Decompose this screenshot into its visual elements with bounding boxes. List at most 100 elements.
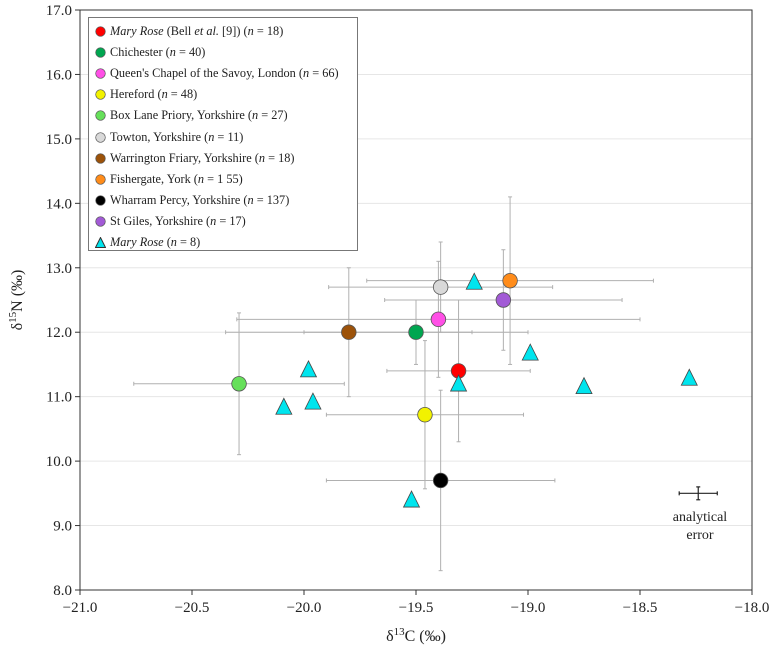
legend-circle-icon bbox=[95, 174, 106, 185]
legend-label-part: n bbox=[208, 129, 215, 144]
legend-label: Hereford (n = 48) bbox=[110, 87, 197, 102]
y-tick-label: 9.0 bbox=[53, 519, 72, 535]
y-tick-label: 15.0 bbox=[46, 132, 72, 148]
legend-label-part: Warrington Friary, Yorkshire ( bbox=[110, 150, 259, 165]
triangle-point bbox=[304, 392, 322, 410]
triangle-point bbox=[575, 376, 593, 395]
legend-circle-icon bbox=[95, 195, 106, 206]
legend-item: Queen's Chapel of the Savoy, London (n =… bbox=[95, 63, 357, 84]
legend-label: Mary Rose (Bell et al. [9]) (n = 18) bbox=[110, 24, 283, 39]
legend-label-part: Wharram Percy, Yorkshire ( bbox=[110, 192, 248, 207]
legend-label-part: = 27) bbox=[258, 108, 288, 123]
legend-item: Wharram Percy, Yorkshire (n = 137) bbox=[95, 190, 357, 211]
analytical-error-label: analytical error bbox=[660, 509, 740, 545]
legend-label-part: Queen's Chapel of the Savoy, London ( bbox=[110, 66, 304, 81]
legend-label-part: Mary Rose bbox=[110, 234, 164, 249]
legend-label-part: Chichester ( bbox=[110, 45, 170, 60]
legend-label-part: n bbox=[247, 192, 254, 207]
triangle-point bbox=[299, 359, 318, 378]
legend-label-part: n bbox=[258, 150, 265, 165]
legend-label-part: n bbox=[303, 66, 310, 81]
legend-item: Chichester (n = 40) bbox=[95, 42, 357, 63]
y-tick-label: 10.0 bbox=[46, 454, 72, 470]
legend-item: Fishergate, York (n = 1 55) bbox=[95, 169, 357, 190]
legend-label: Mary Rose (n = 8) bbox=[110, 235, 200, 250]
legend-label-part: (Bell bbox=[163, 24, 195, 39]
legend-label: Wharram Percy, Yorkshire (n = 137) bbox=[110, 193, 289, 208]
legend-label-part: et al. bbox=[194, 24, 219, 39]
tick-labels: 8.0 9.0 10.0 11.0 12.0 13.0 14.0 15.0 16.0 17.0 −2… bbox=[46, 3, 770, 616]
circle-point bbox=[408, 324, 424, 340]
x-tick-label: −19.5 bbox=[399, 600, 434, 616]
legend-label-part: = 1 55) bbox=[204, 171, 243, 186]
legend-label-part: Box Lane Priory, Yorkshire ( bbox=[110, 108, 252, 123]
data-points bbox=[231, 272, 698, 508]
analytical-error-line1: analytical bbox=[672, 510, 728, 525]
triangle-point bbox=[275, 397, 293, 415]
legend-label: Box Lane Priory, Yorkshire (n = 27) bbox=[110, 108, 288, 123]
legend-label-part: ( bbox=[163, 234, 171, 249]
y-tick-label: 14.0 bbox=[46, 196, 72, 212]
x-tick-label: −20.0 bbox=[287, 600, 322, 616]
legend-label-part: Towton, Yorkshire ( bbox=[110, 129, 209, 144]
circle-point bbox=[432, 472, 449, 489]
circle-point bbox=[495, 292, 512, 308]
x-tick-label: −19.0 bbox=[511, 600, 546, 616]
circle-point bbox=[432, 279, 449, 295]
legend-item: Hereford (n = 48) bbox=[95, 84, 357, 105]
triangle-point bbox=[449, 374, 468, 392]
legend-label-part: Mary Rose bbox=[110, 24, 164, 39]
legend-label-part: n bbox=[210, 213, 217, 228]
circle-point bbox=[341, 324, 357, 340]
analytical-error-bar bbox=[678, 486, 718, 501]
y-tick-label: 12.0 bbox=[46, 325, 72, 341]
legend-label-part: n bbox=[169, 45, 176, 60]
legend-label-part: n bbox=[247, 24, 254, 39]
legend-circle-icon bbox=[95, 131, 106, 143]
legend-circle-icon bbox=[95, 110, 106, 122]
y-tick-label: 13.0 bbox=[46, 261, 72, 277]
legend-label-part: = 48) bbox=[167, 87, 198, 102]
legend-item: St Giles, Yorkshire (n = 17) bbox=[95, 211, 357, 232]
y-tick-label: 16.0 bbox=[46, 67, 72, 83]
legend-label: Chichester (n = 40) bbox=[110, 45, 205, 60]
legend-label: Towton, Yorkshire (n = 11) bbox=[110, 130, 243, 145]
triangle-point bbox=[402, 490, 421, 508]
legend-circle-icon bbox=[95, 26, 106, 37]
y-tick-label: 11.0 bbox=[46, 390, 72, 406]
legend-item: Mary Rose (Bell et al. [9]) (n = 18) bbox=[95, 21, 357, 42]
legend-label-part: n bbox=[161, 87, 168, 102]
x-tick-label: −21.0 bbox=[63, 600, 98, 616]
legend-label-part: = 11) bbox=[214, 129, 244, 144]
legend-item: Box Lane Priory, Yorkshire (n = 27) bbox=[95, 105, 357, 126]
legend-item: Towton, Yorkshire (n = 11) bbox=[95, 126, 357, 147]
legend-label: Queen's Chapel of the Savoy, London (n =… bbox=[110, 66, 339, 81]
circle-point bbox=[430, 311, 447, 328]
legend-triangle-icon bbox=[95, 236, 106, 248]
x-tick-label: −18.5 bbox=[623, 600, 658, 616]
y-tick-label: 8.0 bbox=[53, 583, 72, 599]
legend-item: Mary Rose (n = 8) bbox=[95, 232, 357, 253]
legend-label-part: n bbox=[170, 234, 177, 249]
legend-label-part: n bbox=[251, 108, 259, 123]
legend-label-part: = 137) bbox=[253, 192, 290, 207]
legend-circle-icon bbox=[95, 152, 106, 164]
x-tick-label: −20.5 bbox=[175, 600, 210, 616]
legend-label-part: = 18) bbox=[253, 24, 284, 39]
legend-label-part: = 17) bbox=[216, 213, 246, 228]
x-axis-label: δ13C (‰) bbox=[386, 626, 446, 645]
legend-label-part: Hereford ( bbox=[110, 87, 162, 102]
circle-point bbox=[502, 272, 518, 289]
legend-circle-icon bbox=[95, 216, 106, 227]
legend-circle-icon bbox=[95, 68, 106, 79]
circle-point bbox=[417, 407, 433, 423]
legend-circle-icon bbox=[95, 47, 106, 58]
legend-label-part: St Giles, Yorkshire ( bbox=[110, 213, 211, 228]
legend-label-part: = 40) bbox=[175, 45, 206, 60]
analytical-error-line2: error bbox=[686, 528, 714, 543]
legend-item: Warrington Friary, Yorkshire (n = 18) bbox=[95, 148, 357, 169]
legend-label-part: = 18) bbox=[265, 150, 295, 165]
circle-point bbox=[231, 376, 247, 392]
legend-label-part: = 66) bbox=[309, 66, 339, 81]
legend-label-part: [9]) ( bbox=[218, 24, 248, 39]
